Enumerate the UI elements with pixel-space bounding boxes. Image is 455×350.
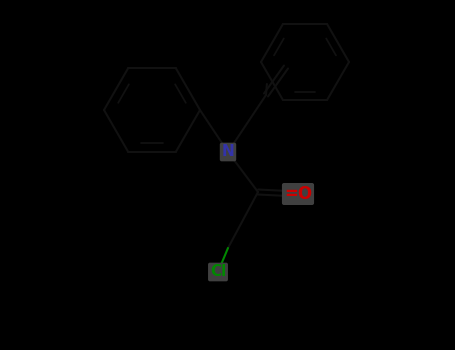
Text: N: N [222, 145, 234, 160]
Text: =O: =O [284, 185, 312, 203]
Text: Cl: Cl [210, 265, 226, 280]
